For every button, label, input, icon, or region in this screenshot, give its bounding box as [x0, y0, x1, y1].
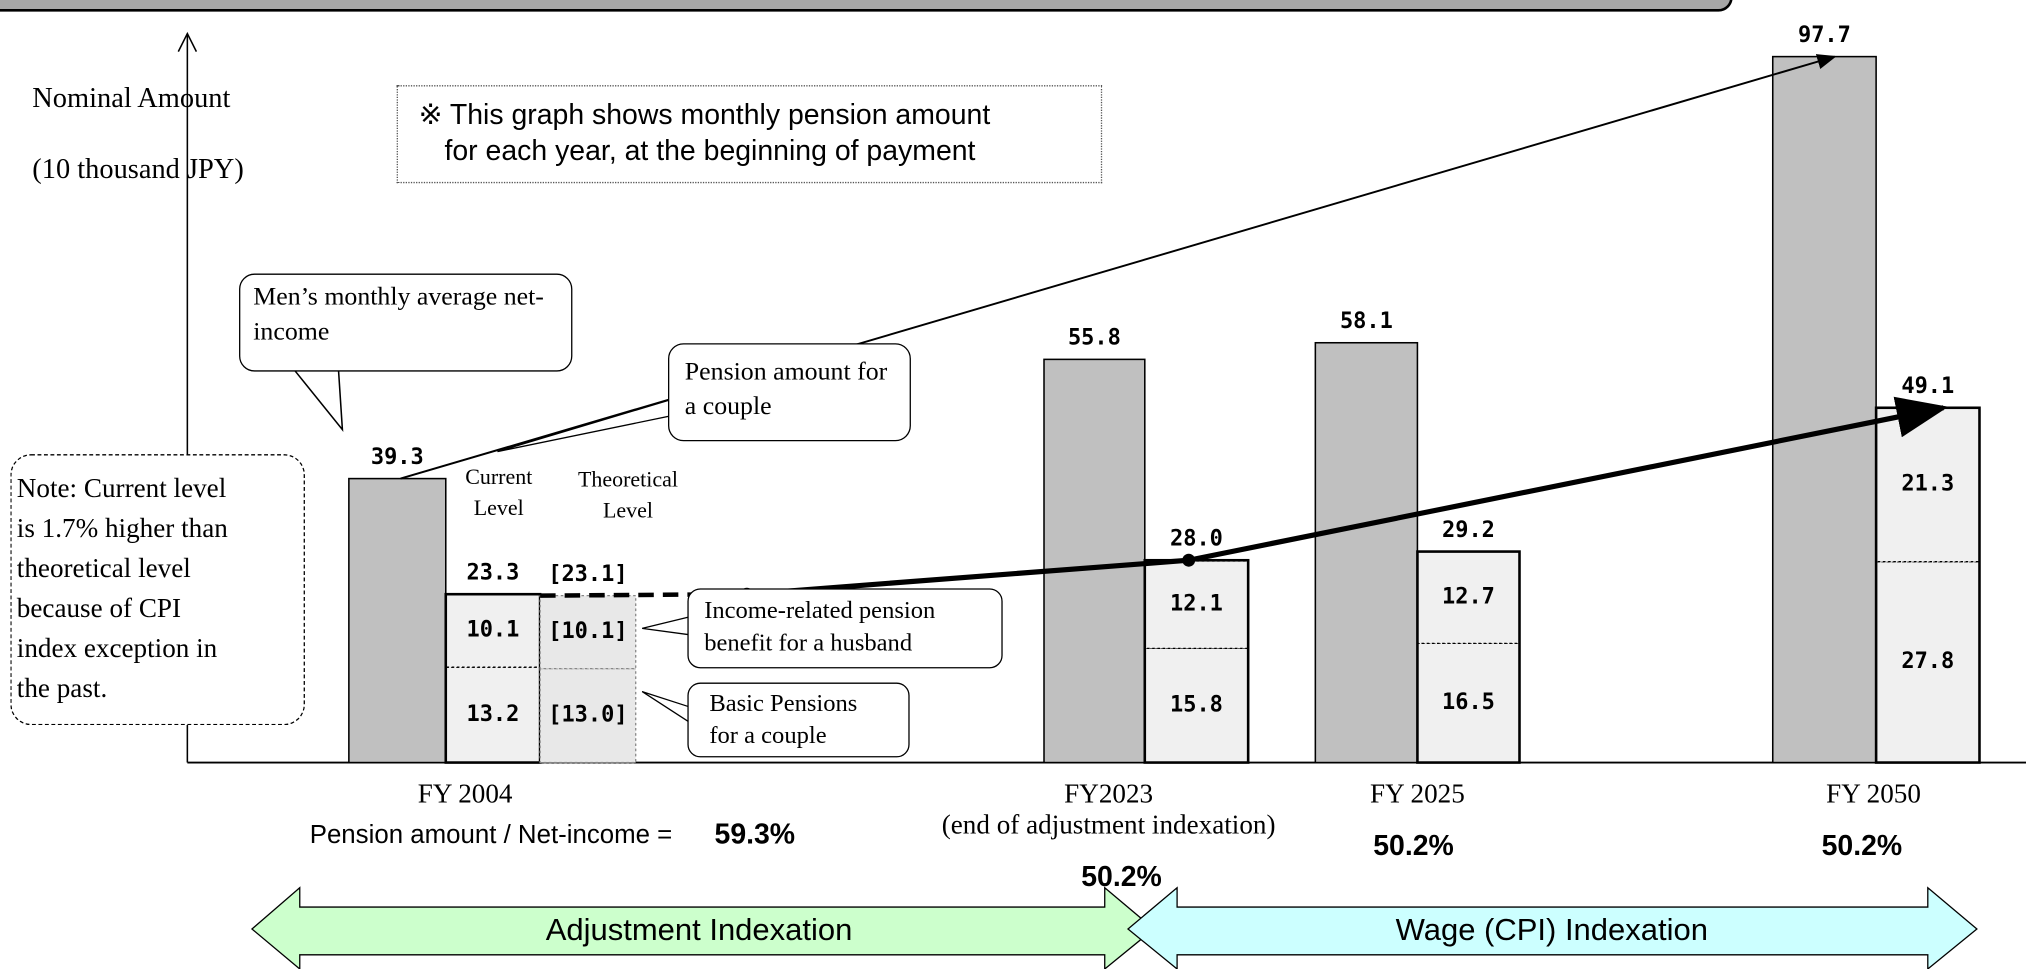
bar-segment	[1875, 561, 1981, 764]
data-label: 39.3	[371, 445, 424, 470]
data-label: [23.1]	[548, 562, 627, 587]
phase-arrow	[1126, 886, 1978, 969]
header-bar	[0, 0, 1733, 12]
level-label: Current Level	[465, 464, 533, 520]
bar	[1043, 358, 1146, 764]
info-box: ※ This graph shows monthly pension amoun…	[396, 85, 1103, 184]
callout-tail	[292, 369, 344, 433]
bar-outline	[444, 592, 542, 764]
callout-tail	[641, 690, 691, 724]
ratio-label: 59.3%	[715, 819, 796, 851]
note-line: the past.	[16, 672, 108, 704]
bar	[1771, 55, 1877, 764]
y-axis-label: (10 thousand JPY)	[32, 154, 244, 185]
ratio-label: 50.2%	[1081, 861, 1162, 893]
ratio-label: 50.2%	[1822, 830, 1903, 862]
note-line: Note: Current level	[16, 472, 227, 504]
note-line: index exception in	[16, 632, 218, 664]
data-label: 23.3	[466, 561, 519, 586]
note-line: because of CPI	[16, 592, 182, 624]
x-tick-label: FY2023	[1064, 778, 1153, 808]
note-line: theoretical level	[16, 552, 191, 584]
data-label: 97.7	[1798, 23, 1851, 48]
x-tick-label: FY 2050	[1826, 778, 1921, 808]
bar	[1314, 341, 1419, 764]
y-axis-arrow	[177, 31, 198, 52]
data-label: 58.1	[1340, 309, 1393, 334]
note-box: Note: Current level is 1.7% higher than th…	[10, 454, 305, 726]
ratio-label: 50.2%	[1373, 830, 1454, 862]
data-label: 49.1	[1901, 374, 1954, 399]
x-tick-label: FY 2025	[1370, 778, 1465, 808]
x-tick-label: FY 2004	[418, 778, 513, 808]
callout: Pension amount for a couple	[668, 343, 911, 442]
data-label: 55.8	[1068, 326, 1121, 351]
data-label: 12.1	[1170, 592, 1223, 617]
callout: Income-related pension benefit for a hus…	[687, 588, 1003, 669]
data-label: 12.7	[1442, 584, 1495, 609]
info-line: for each year, at the beginning of payme…	[444, 134, 976, 167]
phase-label: Adjustment Indexation	[546, 912, 853, 947]
note-line: is 1.7% higher than	[16, 512, 228, 544]
callout: Basic Pensions for a couple	[687, 682, 910, 758]
data-label: 27.8	[1901, 649, 1954, 674]
bar-segment	[1144, 647, 1249, 764]
data-label: 15.8	[1170, 692, 1223, 717]
bar-outline	[1416, 550, 1521, 764]
bar-segment	[1416, 550, 1521, 644]
phase-label: Wage (CPI) Indexation	[1396, 912, 1708, 947]
data-label: [10.1]	[548, 619, 627, 644]
level-label: Theoretical Level	[577, 467, 678, 523]
data-label: 16.5	[1442, 690, 1495, 715]
trend-dot	[1182, 553, 1196, 567]
callout: Men’s monthly average net-income	[239, 273, 573, 372]
trend-line	[400, 54, 1837, 480]
y-axis-label: Nominal Amount	[32, 83, 230, 114]
data-label: 10.1	[466, 618, 519, 643]
data-label: 21.3	[1901, 472, 1954, 497]
bar-segment	[539, 594, 637, 670]
info-line: ※ This graph shows monthly pension amoun…	[418, 98, 991, 131]
data-label: 13.2	[466, 702, 519, 727]
data-label: 29.2	[1442, 518, 1495, 543]
data-label: 28.0	[1170, 527, 1223, 552]
data-label: [13.0]	[548, 703, 627, 728]
bar-segment	[539, 667, 637, 764]
bar	[348, 477, 447, 764]
ratio-caption: Pension amount / Net-income =	[310, 821, 673, 849]
callout-tail	[642, 616, 691, 636]
category-subtitle: (end of adjustment indexation)	[942, 809, 1276, 839]
